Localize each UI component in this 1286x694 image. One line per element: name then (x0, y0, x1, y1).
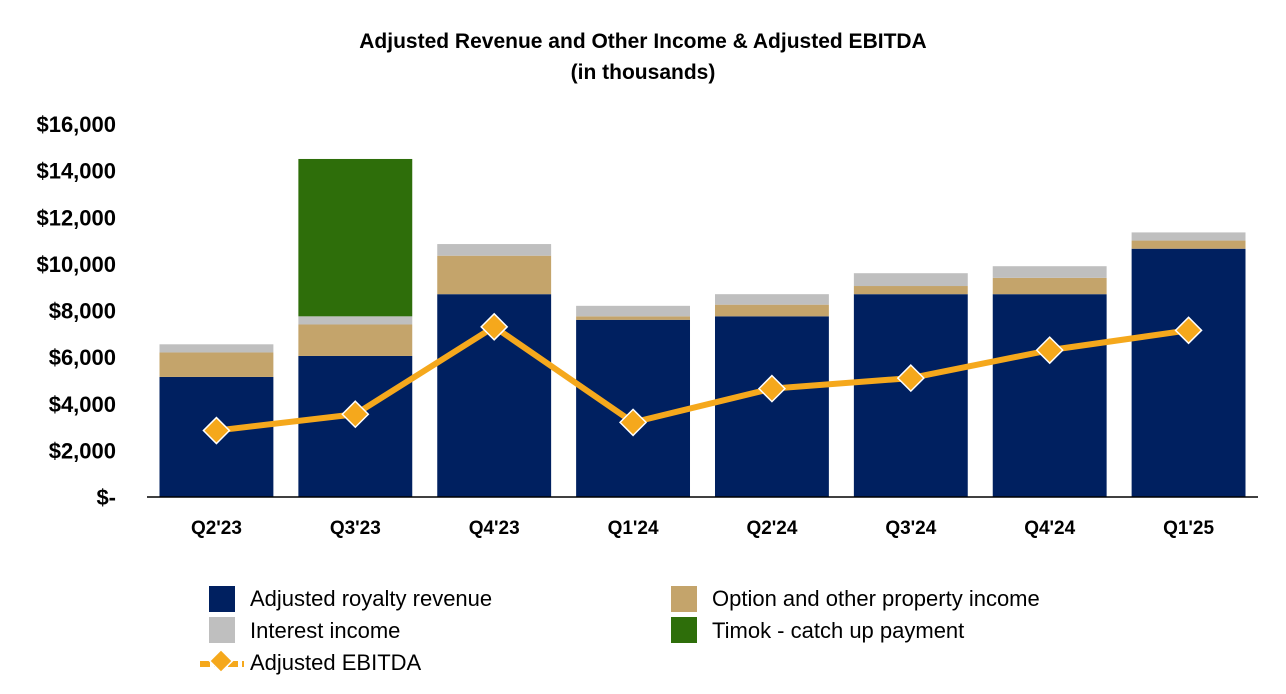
bar-segment-interest (1131, 232, 1246, 241)
bars (159, 158, 1246, 497)
x-tick-label: Q1'25 (1163, 518, 1214, 539)
bar-segment-interest (853, 273, 968, 287)
bar-segment-option (159, 352, 274, 377)
chart-title: Adjusted Revenue and Other Income & Adju… (359, 30, 926, 53)
bar-segment-royalty (1131, 248, 1246, 497)
ebitda-marker (619, 408, 648, 437)
bar-segment-option (298, 324, 413, 356)
bar-segment-option (1131, 240, 1246, 249)
legend-item-option: Option and other property income (671, 586, 1040, 612)
y-axis: $- $2,000 $4,000 $6,000 $8,000 $10,000 $12,000… (36, 112, 116, 510)
x-axis: Q2'23 Q3'23 Q4'23 Q1'24 Q2'24 Q3'24 Q4'24 Q1'25 (147, 496, 1258, 539)
bar-segment-royalty (714, 316, 829, 497)
y-tick-label: $4,000 (49, 392, 116, 417)
ebitda-line (216, 323, 1189, 434)
ebitda-marker (1035, 336, 1064, 365)
ebitda-marker (480, 312, 509, 341)
bar-segment-interest (992, 266, 1107, 278)
bar-segment-option (853, 286, 968, 295)
bar-segment-option (714, 304, 829, 317)
bar-segment-option (992, 277, 1107, 295)
legend-label-timok: Timok - catch up payment (712, 618, 964, 643)
y-tick-label: $12,000 (36, 205, 116, 230)
y-tick-label: $14,000 (36, 159, 116, 184)
legend: Adjusted royalty revenue Option and othe… (200, 586, 1040, 675)
ebitda-line-series (202, 312, 1203, 445)
bar-segment-royalty (992, 294, 1107, 497)
legend-item-royalty: Adjusted royalty revenue (209, 586, 492, 612)
legend-label-royalty: Adjusted royalty revenue (250, 586, 492, 611)
y-tick-label: $16,000 (36, 112, 116, 137)
bar-segment-interest (437, 244, 552, 256)
legend-label-interest: Interest income (250, 618, 400, 643)
bar-segment-option (437, 255, 552, 295)
bar-segment-royalty (853, 294, 968, 497)
y-tick-label: $6,000 (49, 345, 116, 370)
bar-segment-timok (298, 158, 413, 317)
x-tick-label: Q2'23 (191, 518, 242, 539)
bar-segment-option (576, 316, 691, 320)
ebitda-marker (202, 416, 231, 445)
y-tick-label: $8,000 (49, 299, 116, 324)
ebitda-marker (757, 374, 786, 403)
y-tick-label: $2,000 (49, 438, 116, 463)
x-tick-label: Q4'23 (469, 518, 520, 539)
legend-swatch-royalty (209, 586, 235, 612)
ebitda-marker (896, 364, 925, 393)
x-tick-label: Q2'24 (746, 518, 797, 539)
bar-segment-interest (159, 344, 274, 353)
x-tick-label: Q1'24 (608, 518, 659, 539)
bar-segment-interest (576, 305, 691, 317)
x-tick-label: Q3'24 (885, 518, 936, 539)
bar-segment-interest (714, 294, 829, 305)
y-tick-label: $- (96, 485, 116, 510)
legend-label-ebitda: Adjusted EBITDA (250, 650, 422, 675)
legend-item-ebitda: Adjusted EBITDA (200, 648, 422, 675)
legend-swatch-interest (209, 617, 235, 643)
legend-item-interest: Interest income (209, 617, 400, 643)
chart-subtitle: (in thousands) (571, 61, 716, 84)
y-tick-label: $10,000 (36, 252, 116, 277)
x-tick-label: Q3'23 (330, 518, 381, 539)
x-tick-label: Q4'24 (1024, 518, 1075, 539)
legend-label-option: Option and other property income (712, 586, 1040, 611)
legend-swatch-option (671, 586, 697, 612)
ebitda-marker (1174, 316, 1203, 345)
bar-segment-interest (298, 316, 413, 325)
legend-swatch-timok (671, 617, 697, 643)
legend-item-timok: Timok - catch up payment (671, 617, 964, 643)
legend-marker-ebitda (208, 648, 234, 674)
ebitda-marker (341, 400, 370, 429)
